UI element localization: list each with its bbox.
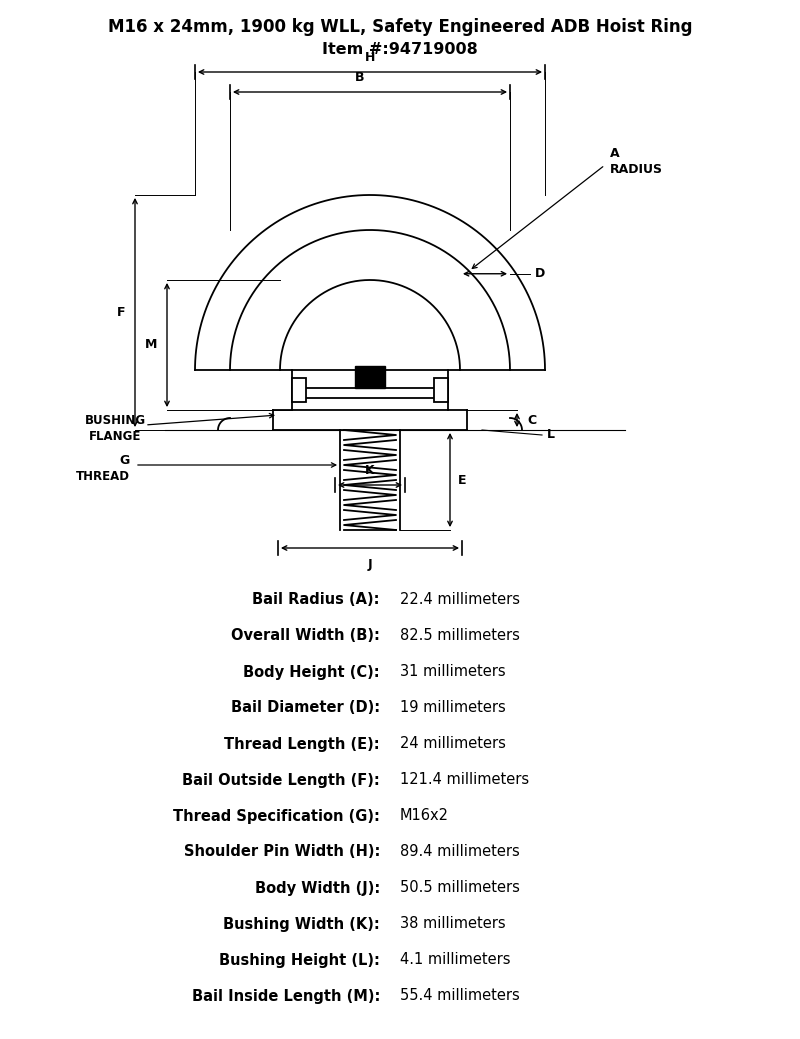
Text: 24 millimeters: 24 millimeters bbox=[400, 737, 506, 751]
Text: Shoulder Pin Width (H):: Shoulder Pin Width (H): bbox=[184, 845, 380, 859]
Text: 22.4 millimeters: 22.4 millimeters bbox=[400, 592, 520, 608]
Bar bbox=[434, 378, 448, 402]
Text: F: F bbox=[117, 307, 125, 319]
Text: Bail Diameter (D):: Bail Diameter (D): bbox=[231, 700, 380, 716]
Text: Bail Radius (A):: Bail Radius (A): bbox=[253, 592, 380, 608]
Text: 19 millimeters: 19 millimeters bbox=[400, 700, 506, 716]
Bar bbox=[292, 378, 306, 402]
Text: Thread Specification (G):: Thread Specification (G): bbox=[173, 808, 380, 824]
Text: M16 x 24mm, 1900 kg WLL, Safety Engineered ADB Hoist Ring: M16 x 24mm, 1900 kg WLL, Safety Engineer… bbox=[108, 18, 692, 36]
Text: 38 millimeters: 38 millimeters bbox=[400, 916, 506, 932]
Text: THREAD: THREAD bbox=[76, 470, 130, 482]
Text: Overall Width (B):: Overall Width (B): bbox=[231, 629, 380, 643]
Text: Item #:94719008: Item #:94719008 bbox=[322, 42, 478, 57]
Text: Bail Outside Length (F):: Bail Outside Length (F): bbox=[182, 773, 380, 788]
Text: 55.4 millimeters: 55.4 millimeters bbox=[400, 988, 520, 1004]
Text: 82.5 millimeters: 82.5 millimeters bbox=[400, 629, 520, 643]
Text: Bail Inside Length (M):: Bail Inside Length (M): bbox=[192, 988, 380, 1004]
Text: Body Width (J):: Body Width (J): bbox=[254, 880, 380, 896]
Text: 121.4 millimeters: 121.4 millimeters bbox=[400, 773, 529, 788]
Text: Bushing Width (K):: Bushing Width (K): bbox=[223, 916, 380, 932]
Text: D: D bbox=[535, 267, 546, 281]
Text: L: L bbox=[547, 428, 555, 442]
Text: 4.1 millimeters: 4.1 millimeters bbox=[400, 953, 510, 967]
Text: Bushing Height (L):: Bushing Height (L): bbox=[219, 953, 380, 967]
Text: C: C bbox=[527, 414, 536, 426]
Text: A: A bbox=[610, 146, 620, 160]
Text: 50.5 millimeters: 50.5 millimeters bbox=[400, 880, 520, 896]
Text: M: M bbox=[145, 339, 157, 351]
Text: K: K bbox=[365, 464, 375, 477]
Text: J: J bbox=[368, 558, 372, 571]
Text: Thread Length (E):: Thread Length (E): bbox=[224, 737, 380, 751]
Text: B: B bbox=[355, 71, 365, 84]
Text: 31 millimeters: 31 millimeters bbox=[400, 665, 506, 680]
Text: FLANGE: FLANGE bbox=[89, 429, 141, 443]
Text: BUSHING: BUSHING bbox=[85, 414, 146, 426]
Text: H: H bbox=[365, 51, 375, 64]
Text: Body Height (C):: Body Height (C): bbox=[243, 665, 380, 680]
Text: M16x2: M16x2 bbox=[400, 808, 449, 824]
Bar bbox=[355, 366, 385, 388]
Text: G: G bbox=[120, 453, 130, 467]
Text: 89.4 millimeters: 89.4 millimeters bbox=[400, 845, 520, 859]
Text: RADIUS: RADIUS bbox=[610, 163, 663, 176]
Text: E: E bbox=[458, 474, 466, 486]
